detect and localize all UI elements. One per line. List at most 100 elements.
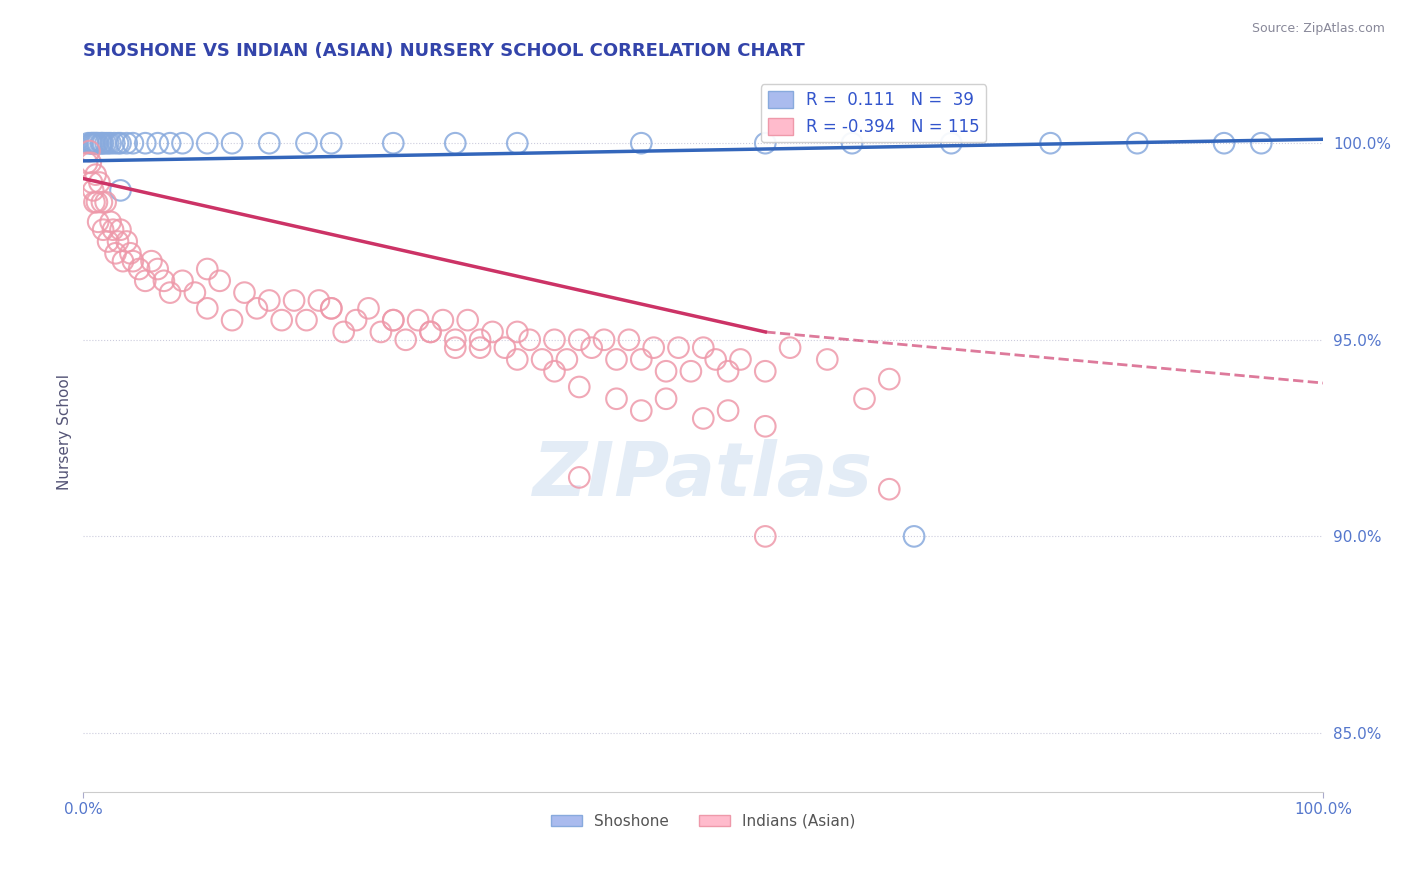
- Point: [110, 183, 132, 197]
- Point: [221, 136, 243, 151]
- Point: [444, 136, 467, 151]
- Point: [83, 136, 105, 151]
- Point: [630, 352, 652, 367]
- Point: [815, 352, 838, 367]
- Point: [344, 313, 367, 327]
- Point: [84, 136, 107, 151]
- Point: [754, 364, 776, 378]
- Point: [134, 136, 156, 151]
- Point: [506, 352, 529, 367]
- Point: [134, 274, 156, 288]
- Point: [444, 333, 467, 347]
- Point: [543, 333, 565, 347]
- Point: [308, 293, 330, 308]
- Point: [717, 403, 740, 417]
- Point: [1039, 136, 1062, 151]
- Point: [841, 136, 863, 151]
- Point: [90, 136, 112, 151]
- Point: [141, 254, 163, 268]
- Point: [120, 246, 142, 260]
- Point: [103, 136, 125, 151]
- Point: [593, 333, 616, 347]
- Point: [730, 352, 752, 367]
- Point: [321, 136, 343, 151]
- Point: [91, 223, 114, 237]
- Point: [122, 254, 145, 268]
- Point: [89, 176, 111, 190]
- Point: [754, 136, 776, 151]
- Point: [332, 325, 354, 339]
- Point: [1126, 136, 1149, 151]
- Legend: Shoshone, Indians (Asian): Shoshone, Indians (Asian): [546, 807, 862, 835]
- Point: [704, 352, 727, 367]
- Point: [605, 392, 627, 406]
- Point: [754, 419, 776, 434]
- Point: [643, 341, 665, 355]
- Point: [86, 195, 108, 210]
- Point: [754, 529, 776, 543]
- Point: [679, 364, 702, 378]
- Point: [195, 136, 218, 151]
- Point: [146, 262, 169, 277]
- Point: [655, 364, 678, 378]
- Point: [90, 195, 112, 210]
- Point: [259, 136, 281, 151]
- Point: [82, 136, 104, 151]
- Point: [779, 341, 801, 355]
- Point: [87, 136, 110, 151]
- Point: [468, 333, 491, 347]
- Point: [77, 136, 100, 151]
- Point: [295, 136, 318, 151]
- Point: [717, 364, 740, 378]
- Point: [79, 144, 101, 158]
- Point: [172, 136, 194, 151]
- Point: [617, 333, 640, 347]
- Point: [903, 529, 925, 543]
- Point: [357, 301, 380, 316]
- Point: [90, 136, 112, 151]
- Point: [94, 195, 117, 210]
- Point: [419, 325, 441, 339]
- Point: [506, 325, 529, 339]
- Point: [107, 235, 129, 249]
- Point: [259, 293, 281, 308]
- Point: [122, 136, 145, 151]
- Point: [195, 262, 218, 277]
- Point: [94, 136, 117, 151]
- Point: [86, 136, 108, 151]
- Point: [877, 482, 900, 496]
- Point: [877, 372, 900, 386]
- Point: [233, 285, 256, 300]
- Point: [80, 176, 103, 190]
- Point: [853, 392, 876, 406]
- Point: [159, 285, 181, 300]
- Point: [630, 136, 652, 151]
- Text: ZIPatlas: ZIPatlas: [533, 439, 873, 512]
- Point: [382, 136, 405, 151]
- Point: [76, 156, 98, 170]
- Point: [395, 333, 418, 347]
- Point: [87, 215, 110, 229]
- Point: [208, 274, 231, 288]
- Y-axis label: Nursery School: Nursery School: [58, 374, 72, 491]
- Point: [80, 136, 103, 151]
- Text: SHOSHONE VS INDIAN (ASIAN) NURSERY SCHOOL CORRELATION CHART: SHOSHONE VS INDIAN (ASIAN) NURSERY SCHOO…: [83, 42, 806, 60]
- Point: [457, 313, 479, 327]
- Text: Source: ZipAtlas.com: Source: ZipAtlas.com: [1251, 22, 1385, 36]
- Point: [444, 341, 467, 355]
- Point: [382, 313, 405, 327]
- Point: [519, 333, 541, 347]
- Point: [531, 352, 554, 367]
- Point: [283, 293, 305, 308]
- Point: [630, 403, 652, 417]
- Point: [1250, 136, 1272, 151]
- Point: [270, 313, 292, 327]
- Point: [101, 223, 124, 237]
- Point: [432, 313, 454, 327]
- Point: [80, 156, 103, 170]
- Point: [481, 325, 503, 339]
- Point: [382, 313, 405, 327]
- Point: [941, 136, 963, 151]
- Point: [82, 183, 104, 197]
- Point: [370, 325, 392, 339]
